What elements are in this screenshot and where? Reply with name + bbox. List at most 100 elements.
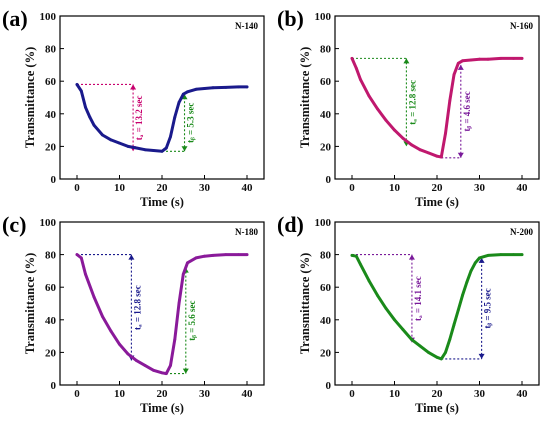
y-axis-title: Transmittance (%) [298, 253, 312, 354]
data-point [109, 329, 113, 333]
data-point [469, 58, 473, 62]
data-point [79, 89, 83, 93]
x-tick-label: 20 [432, 182, 444, 194]
data-point [237, 85, 240, 89]
series-line [75, 83, 249, 153]
data-point [418, 148, 422, 152]
x-tick-label: 20 [157, 388, 169, 400]
panel-label: (c) [2, 212, 26, 237]
data-point [376, 107, 379, 111]
y-axis-title: Transmittance (%) [298, 47, 312, 148]
data-point [224, 253, 228, 256]
data-point [384, 118, 388, 122]
y-tick-label: 20 [320, 141, 332, 153]
arrowhead [403, 58, 410, 64]
data-point [427, 351, 430, 354]
data-point [486, 57, 490, 61]
plot-frame [334, 15, 540, 180]
arrowhead [130, 84, 137, 90]
data-point [224, 86, 228, 89]
data-point [169, 135, 172, 139]
data-point [203, 254, 206, 258]
arrowhead [478, 257, 485, 263]
data-point [418, 344, 422, 348]
data-point [177, 302, 181, 305]
data-point [350, 254, 354, 257]
data-point [194, 87, 198, 91]
data-point [211, 86, 215, 90]
data-point [512, 57, 515, 60]
x-tick-label: 0 [349, 182, 355, 194]
x-tick-label: 40 [242, 182, 254, 194]
data-point [473, 261, 477, 265]
annotation-label: tᵦ = 9.5 sec [483, 288, 493, 328]
y-tick-label: 0 [326, 174, 332, 186]
data-point [173, 115, 177, 119]
annotation-label: tₐ = 12.8 sec [407, 80, 417, 125]
data-point [350, 57, 354, 60]
x-tick-label: 20 [432, 388, 444, 400]
data-point [435, 154, 439, 158]
y-tick-label: 40 [45, 109, 57, 121]
data-point [499, 253, 503, 256]
data-point [126, 145, 130, 148]
y-tick-label: 100 [40, 217, 57, 229]
x-tick-label: 10 [114, 182, 126, 194]
data-point [401, 136, 405, 140]
y-tick-label: 20 [45, 347, 57, 359]
data-point [143, 148, 147, 152]
sample-name: N-140 [235, 21, 258, 31]
series-line [350, 56, 524, 159]
data-point [118, 141, 121, 145]
x-tick-label: 40 [517, 182, 529, 194]
data-point [75, 83, 79, 86]
panel-label: (d) [277, 212, 304, 237]
x-tick-label: 30 [474, 388, 486, 400]
series-line [350, 253, 524, 361]
panel-label: (b) [277, 6, 304, 31]
data-point [520, 253, 524, 256]
data-point [410, 143, 413, 147]
y-tick-label: 100 [40, 11, 57, 23]
annotation-label: tᵦ = 4.6 sec [462, 91, 472, 131]
data-point [452, 73, 456, 77]
data-point [359, 263, 362, 266]
x-tick-label: 40 [242, 388, 254, 400]
data-point [245, 253, 249, 256]
data-point [143, 364, 147, 367]
x-axis-title: Time (s) [415, 195, 459, 209]
annotation-1: tₐ = 14.1 sec [352, 254, 423, 343]
data-point [354, 254, 358, 258]
x-axis-title: Time (s) [415, 401, 459, 415]
data-point [410, 338, 413, 341]
x-tick-label: 30 [474, 182, 486, 194]
panel-4: 0 10 20 30 40 0 20 40 60 80 100 Time (s) Transmittan… [277, 212, 540, 415]
data-point [245, 85, 249, 89]
sample-name: N-200 [510, 227, 533, 237]
data-point [79, 256, 83, 260]
x-tick-label: 30 [199, 182, 211, 194]
arrowhead [478, 353, 485, 359]
data-point [126, 352, 130, 356]
panel-1: 0 10 20 30 40 0 20 40 60 80 100 Time (s) Transmittan… [2, 6, 265, 209]
x-tick-label: 10 [114, 388, 126, 400]
data-point [118, 342, 121, 346]
data-point [101, 315, 104, 318]
data-point [512, 253, 515, 256]
data-point [152, 149, 155, 152]
data-point [393, 128, 396, 132]
annotation-label: tᵦ = 5.3 sec [186, 103, 196, 143]
annotation-2: tᵦ = 9.5 sec [441, 257, 493, 360]
data-point [135, 359, 138, 362]
data-point [478, 57, 481, 61]
panel-2: 0 10 20 30 40 0 20 40 60 80 100 Time (s) Transmittan… [277, 6, 540, 209]
data-point [152, 368, 155, 372]
data-point [194, 256, 198, 260]
data-point [169, 364, 172, 367]
data-point [84, 105, 87, 109]
x-tick-label: 30 [199, 388, 211, 400]
plot-frame [59, 15, 265, 180]
data-point [367, 279, 371, 283]
x-tick-label: 0 [74, 182, 80, 194]
